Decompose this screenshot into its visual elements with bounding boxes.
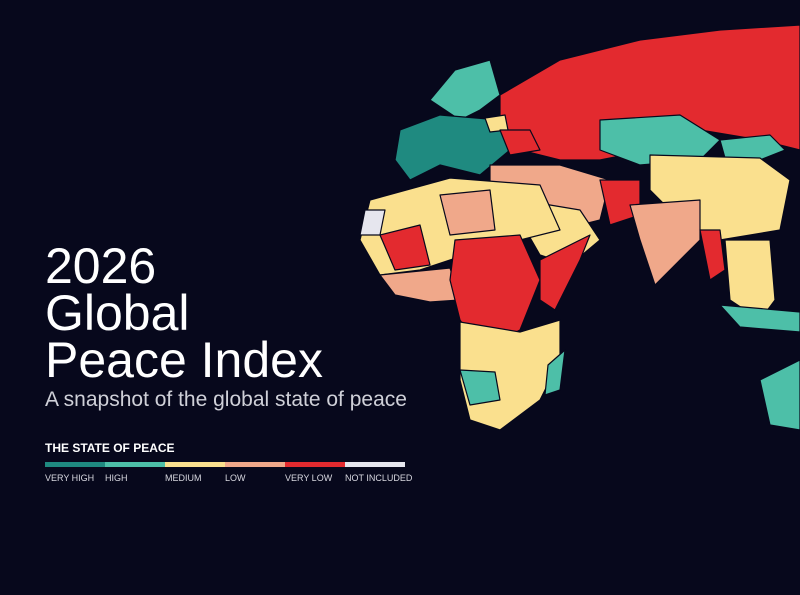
region — [439, 189, 496, 236]
legend-label: MEDIUM — [165, 473, 202, 483]
region — [544, 349, 566, 396]
title-block: 2026 Global Peace Index A snapshot of th… — [45, 238, 407, 411]
legend-swatch — [105, 462, 165, 467]
legend-label: HIGH — [105, 473, 128, 483]
region — [759, 359, 800, 431]
world-map — [359, 24, 800, 431]
legend-swatch — [225, 462, 285, 467]
subtitle: A snapshot of the global state of peace — [45, 388, 407, 411]
region — [394, 114, 511, 181]
legend-title: THE STATE OF PEACE — [45, 441, 175, 455]
legend-label: VERY HIGH — [45, 473, 94, 483]
region — [629, 199, 701, 286]
legend: THE STATE OF PEACE VERY HIGH HIGH MEDIUM LO… — [45, 441, 413, 483]
region — [719, 134, 786, 161]
legend-label: VERY LOW — [285, 473, 333, 483]
region — [699, 229, 726, 281]
legend-swatch — [345, 462, 405, 467]
legend-swatch — [165, 462, 225, 467]
region — [359, 209, 386, 236]
region — [719, 304, 800, 333]
region — [459, 369, 501, 406]
legend-label: NOT INCLUDED — [345, 473, 413, 483]
region — [379, 267, 461, 303]
title-line: 2026 — [45, 238, 156, 294]
region — [539, 234, 591, 311]
legend-label: LOW — [225, 473, 246, 483]
legend-swatch — [285, 462, 345, 467]
title-line: Global — [45, 285, 190, 341]
region — [499, 129, 541, 156]
title-line: Peace Index — [45, 332, 323, 388]
legend-swatch — [45, 462, 105, 467]
region — [379, 224, 431, 271]
